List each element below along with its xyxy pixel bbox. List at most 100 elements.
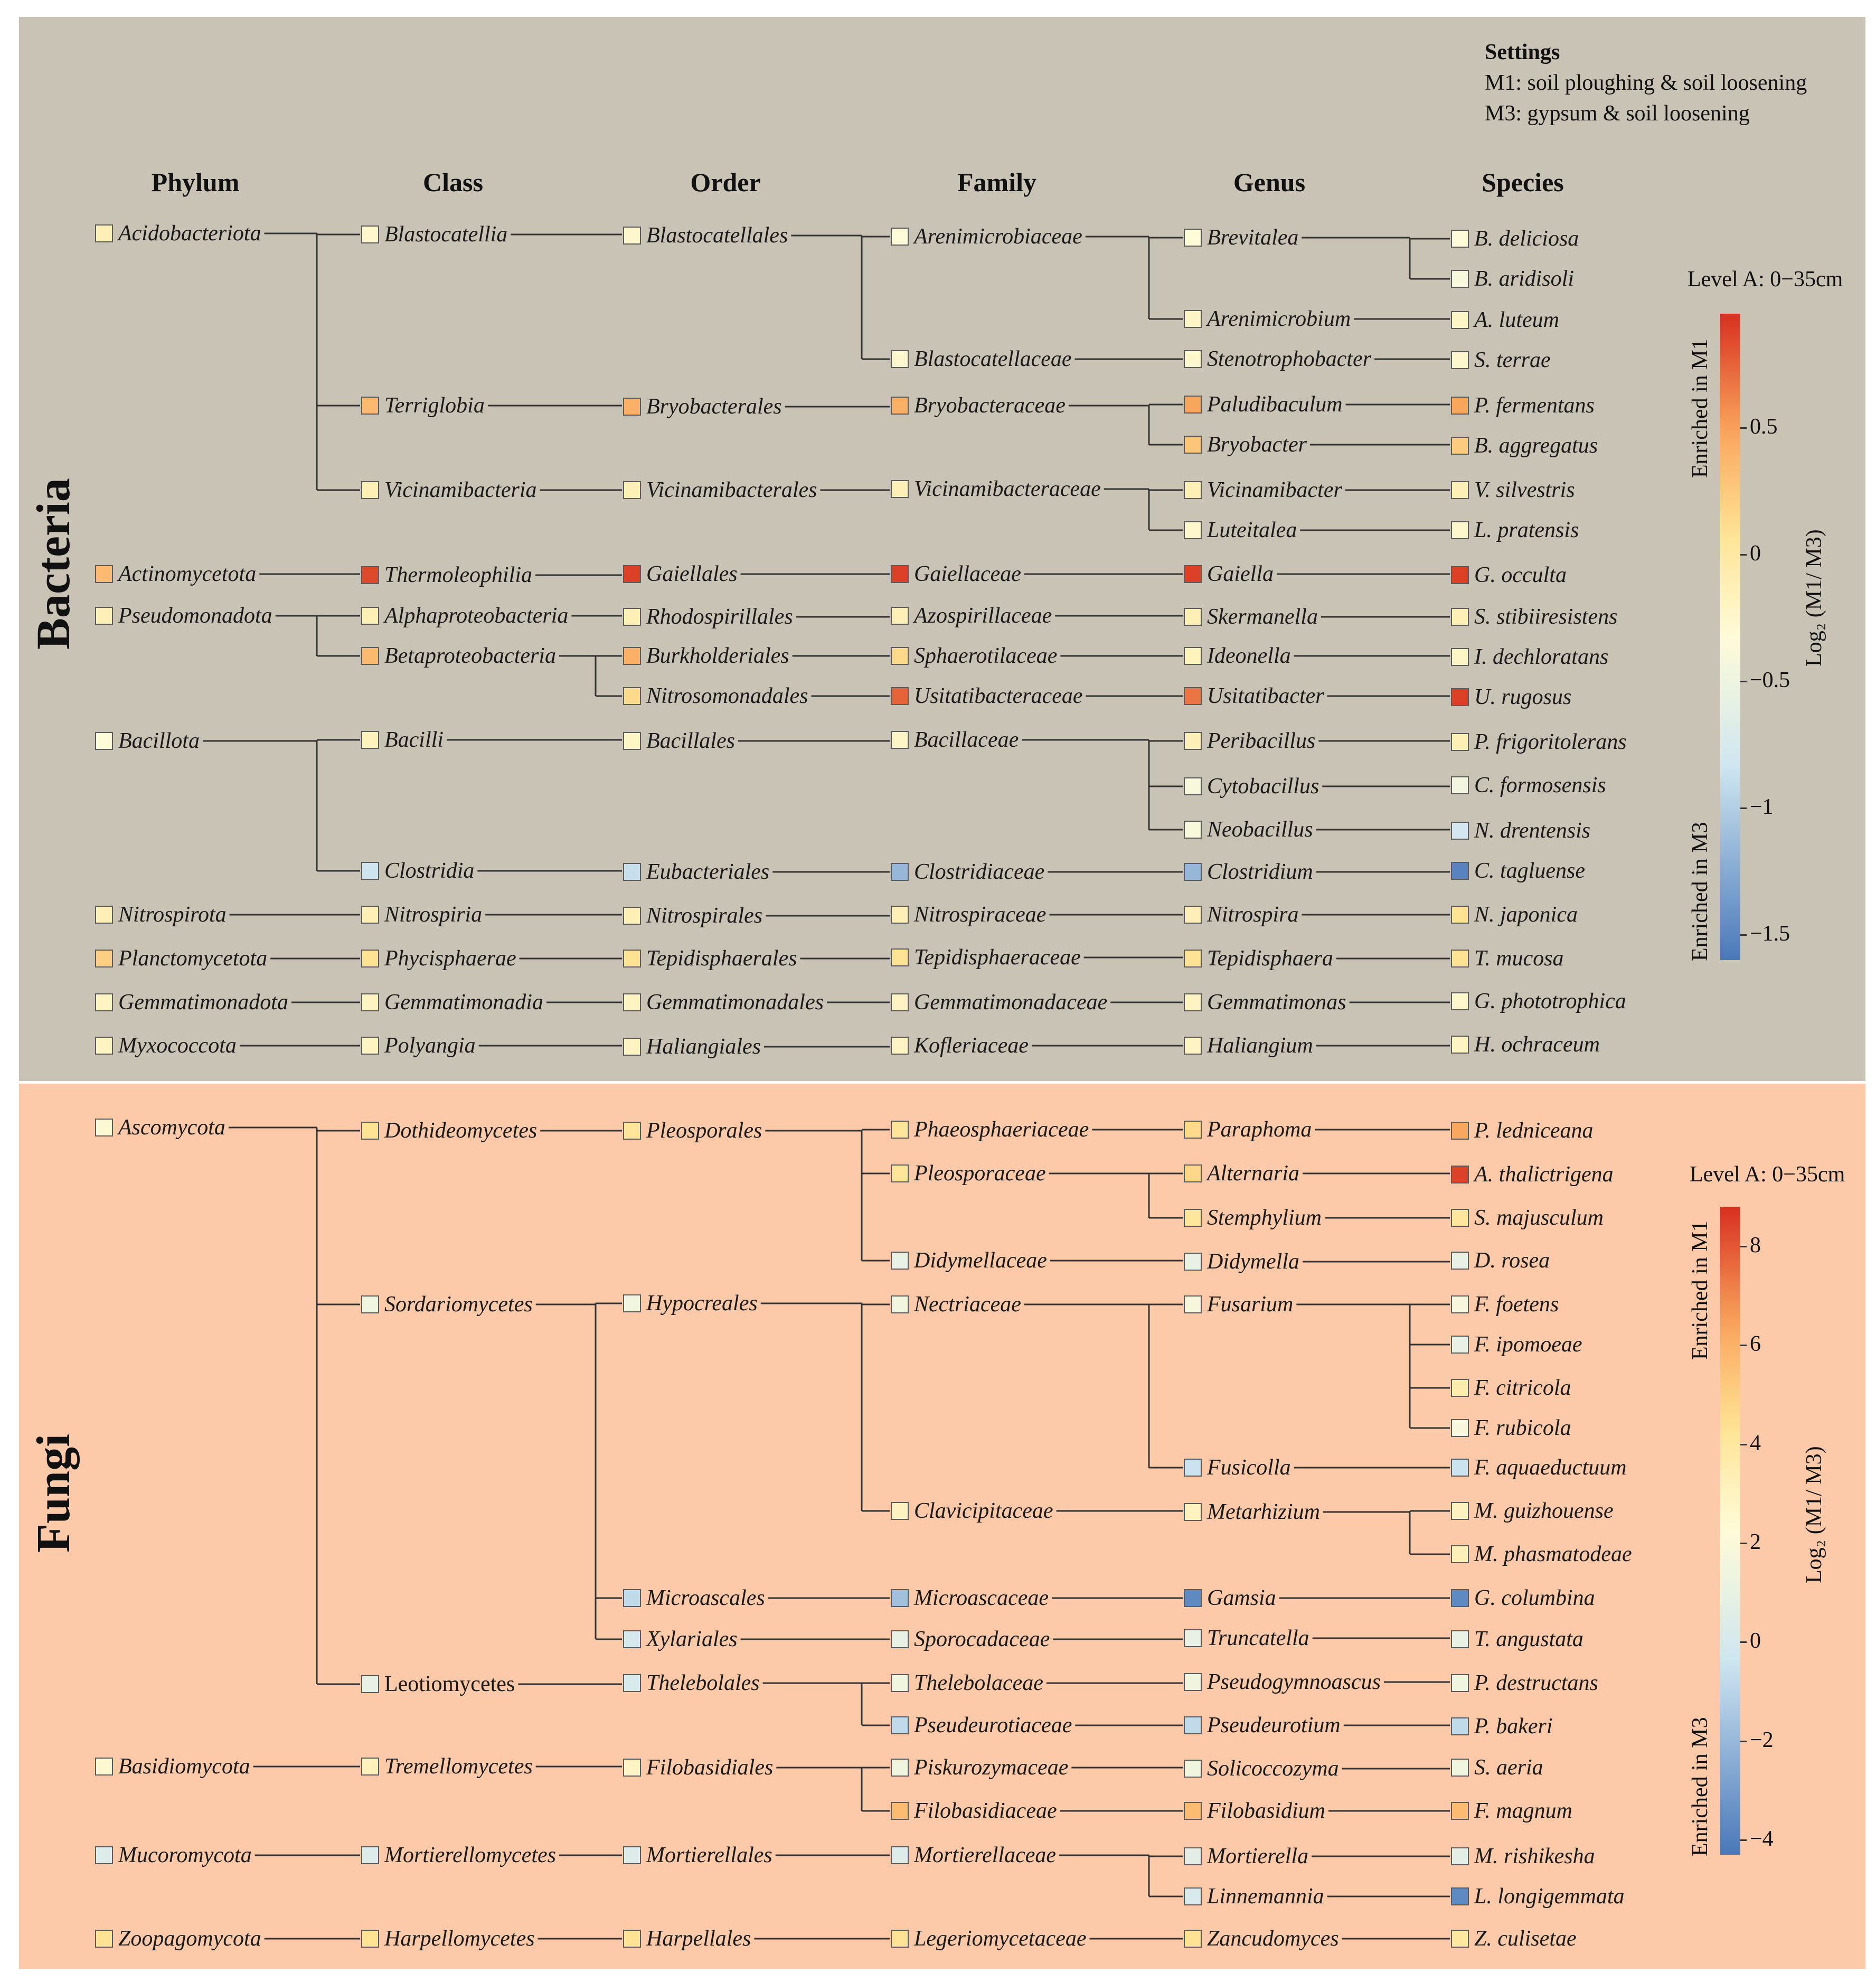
enrichment-square — [1451, 311, 1469, 329]
enrichment-square — [1451, 862, 1469, 880]
taxon-label: Clostridia — [384, 859, 475, 883]
colorbar-tick-mark — [1740, 681, 1747, 682]
taxon-node-pleosporales: Pleosporales — [623, 1119, 762, 1143]
taxon-node-t-angustata: T. angustata — [1451, 1627, 1583, 1651]
enrichment-square — [891, 1930, 909, 1948]
colorbar-tick-mark — [1740, 1839, 1747, 1841]
enrichment-square — [1451, 1166, 1469, 1183]
enrichment-square — [891, 1295, 909, 1313]
taxon-node-microascaceae: Microascaceae — [891, 1586, 1049, 1610]
taxon-label: Thermoleophilia — [384, 563, 532, 587]
enrichment-square — [891, 480, 909, 498]
taxon-node-filobasidiales: Filobasidiales — [623, 1755, 773, 1780]
taxon-node-s-terrae: S. terrae — [1451, 348, 1551, 372]
taxon-node-leotiomycetes: Leotiomycetes — [361, 1672, 515, 1696]
enrichment-square — [361, 226, 379, 243]
taxon-node-mortierellaceae: Mortierellaceae — [891, 1843, 1056, 1867]
enrichment-square — [891, 1846, 909, 1864]
taxon-label: Bacillaceae — [914, 728, 1019, 752]
enrichment-square — [1451, 1036, 1469, 1054]
taxon-label: Nitrospirales — [646, 904, 763, 928]
colorbar-tick-label: −1 — [1750, 795, 1774, 819]
taxon-label: Skermanella — [1207, 605, 1318, 629]
taxon-label: Phaeosphaeriaceae — [914, 1117, 1089, 1142]
enrichment-square — [1184, 1847, 1202, 1865]
taxon-label: Clostridiaceae — [914, 860, 1045, 884]
taxon-node-t-mucosa: T. mucosa — [1451, 946, 1564, 971]
enrichment-square — [1451, 397, 1469, 415]
enrichment-square — [891, 993, 909, 1011]
taxon-label: B. aridisoli — [1474, 267, 1575, 291]
enrichment-square — [623, 1038, 641, 1056]
taxon-label: Bacillota — [118, 729, 200, 753]
enrichment-square — [361, 607, 379, 625]
taxon-label: Stemphylium — [1207, 1206, 1322, 1230]
taxon-node-dothideomycetes: Dothideomycetes — [361, 1119, 537, 1143]
enrichment-square — [891, 1802, 909, 1820]
taxon-node-ascomycota: Ascomycota — [95, 1115, 225, 1140]
enrichment-square — [95, 1930, 113, 1948]
enrichment-square — [1184, 396, 1202, 414]
enrichment-square — [1184, 1887, 1202, 1905]
taxon-label: F. citricola — [1474, 1376, 1571, 1400]
taxon-label: Luteitalea — [1207, 518, 1297, 542]
taxon-node-thermoleophilia: Thermoleophilia — [361, 563, 532, 587]
enrichment-square — [891, 863, 909, 881]
taxon-label: F. foetens — [1474, 1292, 1559, 1317]
enrichment-square — [1184, 1930, 1202, 1948]
taxon-node-gaiella: Gaiella — [1184, 562, 1274, 586]
taxon-node-blastocatellaceae: Blastocatellaceae — [891, 347, 1072, 371]
enrichment-square — [1451, 1502, 1469, 1520]
taxon-label: Metarhizium — [1207, 1500, 1320, 1524]
enrichment-square — [361, 993, 379, 1011]
taxon-node-basidiomycota: Basidiomycota — [95, 1754, 250, 1779]
taxon-label: Stenotrophobacter — [1207, 347, 1372, 371]
taxon-node-f-magnum: F. magnum — [1451, 1799, 1572, 1823]
taxon-label: Vicinamibacteraceae — [914, 477, 1101, 501]
enrichment-square — [623, 1674, 641, 1692]
column-header-phylum: Phylum — [151, 167, 240, 197]
enrichment-square — [361, 1122, 379, 1140]
taxon-node-haliangium: Haliangium — [1184, 1034, 1313, 1058]
enrichment-square — [361, 906, 379, 924]
colorbar-tick-mark — [1740, 1245, 1747, 1247]
enrichment-square — [1451, 521, 1469, 539]
taxon-label: Gemmatimonadota — [118, 990, 288, 1015]
taxon-label: I. dechloratans — [1474, 645, 1609, 669]
taxon-label: Arenimicrobiaceae — [914, 224, 1082, 249]
taxon-label: P. bakeri — [1474, 1714, 1553, 1739]
taxon-node-paludibaculum: Paludibaculum — [1184, 392, 1343, 417]
taxon-label: Nitrospirota — [118, 903, 227, 927]
enrichment-square — [891, 731, 909, 749]
settings-line-m1: M1: soil ploughing & soil loosening — [1485, 71, 1807, 95]
taxon-label: Linnemannia — [1207, 1884, 1324, 1909]
enrichment-square — [1451, 608, 1469, 626]
taxon-node-a-luteum: A. luteum — [1451, 308, 1559, 332]
taxon-node-gemmatimonadota: Gemmatimonadota — [95, 990, 288, 1015]
taxon-node-terriglobia: Terriglobia — [361, 393, 485, 418]
taxon-node-hypocreales: Hypocreales — [623, 1291, 758, 1316]
taxon-node-mortierella: Mortierella — [1184, 1844, 1308, 1868]
enrichment-square — [1451, 822, 1469, 840]
enrichment-square — [361, 566, 379, 584]
enrichment-square — [623, 1759, 641, 1777]
colorbar-tick-mark — [1740, 934, 1747, 936]
taxon-node-sordariomycetes: Sordariomycetes — [361, 1292, 533, 1317]
enrichment-square — [891, 1502, 909, 1520]
enrichment-square — [891, 1630, 909, 1648]
enrichment-square — [1184, 481, 1202, 499]
taxon-node-zoopagomycota: Zoopagomycota — [95, 1927, 261, 1951]
taxon-label: S. stibiiresistens — [1474, 605, 1618, 629]
enrichment-square — [1184, 906, 1202, 924]
column-header-family: Family — [957, 167, 1036, 197]
taxon-label: Blastocatellaceae — [914, 347, 1072, 371]
taxon-label: Filobasidium — [1207, 1799, 1326, 1823]
taxon-label: T. angustata — [1474, 1627, 1583, 1651]
taxon-label: Bacillales — [646, 729, 735, 753]
enrichment-square — [361, 950, 379, 967]
taxon-node-blastocatellia: Blastocatellia — [361, 222, 507, 247]
taxon-label: Vicinamibacteria — [384, 478, 537, 502]
enrichment-square — [1451, 1887, 1469, 1905]
enrichment-square — [891, 687, 909, 705]
